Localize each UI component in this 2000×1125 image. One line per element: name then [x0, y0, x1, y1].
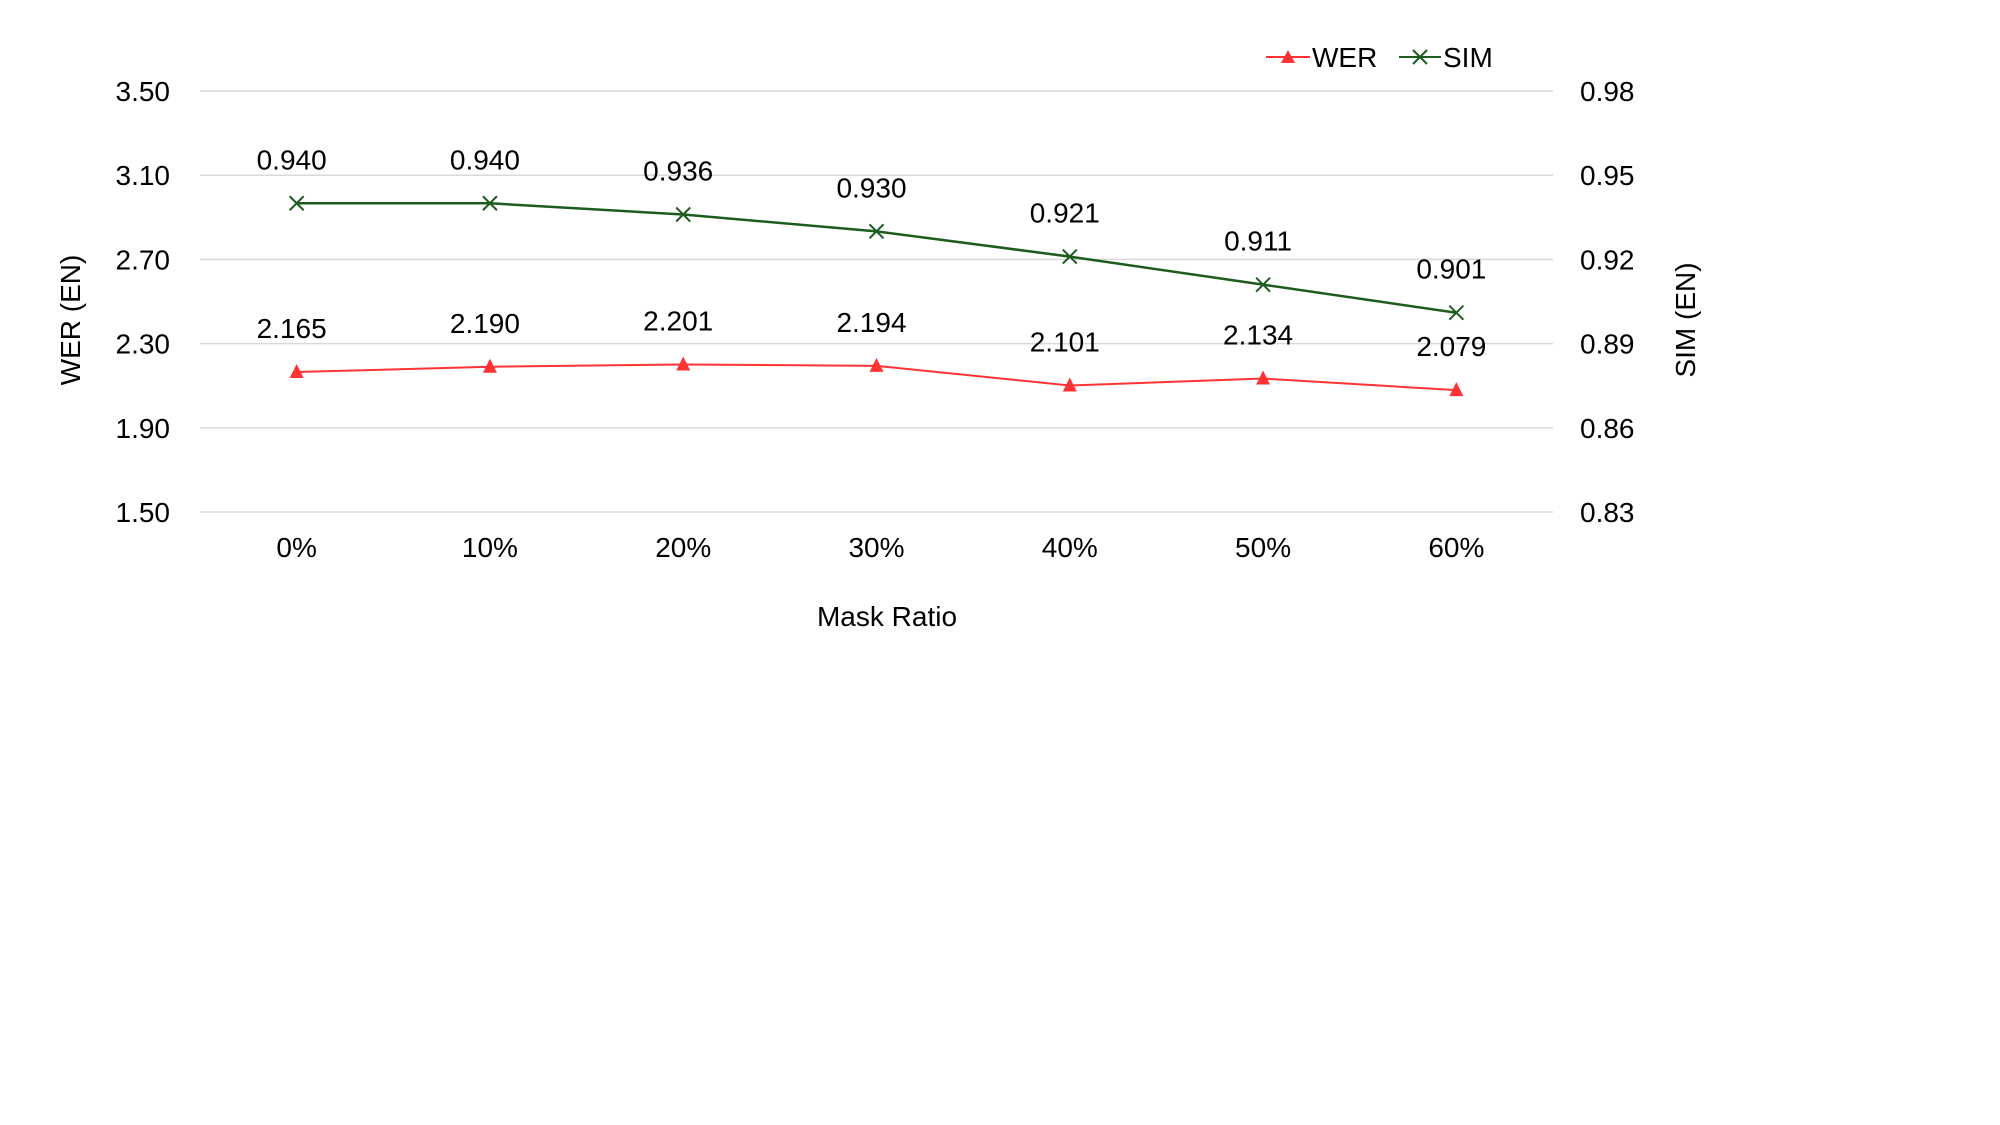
series-line-sim: [296, 202, 1457, 314]
x-tick-label: 50%: [1235, 532, 1291, 563]
legend-wer-label: WER: [1312, 42, 1377, 73]
sim-point: [1062, 248, 1078, 265]
sim-point: [288, 195, 305, 211]
sim-point: [1448, 305, 1465, 321]
right-axis-ticks: 0.98 0.95 0.92 0.89 0.86 0.83: [1580, 76, 1635, 528]
y-right-tick-label: 0.98: [1580, 76, 1635, 107]
sim-point: [482, 195, 498, 211]
data-label-wer: 2.165: [257, 313, 327, 344]
y-right-tick-label: 0.86: [1580, 413, 1635, 444]
data-label-sim: 0.911: [1224, 226, 1292, 257]
y-left-tick-label: 2.30: [116, 329, 171, 360]
x-tick-label: 60%: [1428, 532, 1484, 563]
wer-point: [676, 356, 691, 371]
gridlines: [200, 90, 1553, 513]
y-right-tick-label: 0.89: [1580, 329, 1635, 360]
data-label-sim: 0.901: [1416, 254, 1486, 285]
data-label-wer: 2.134: [1223, 320, 1293, 351]
y-right-tick-label: 0.92: [1580, 244, 1635, 275]
wer-point: [289, 364, 304, 379]
y-left-tick-label: 1.50: [116, 497, 171, 528]
left-axis-ticks: 3.50 3.10 2.70 2.30 1.90 1.50: [116, 76, 171, 528]
data-label-wer: 2.194: [836, 307, 906, 338]
legend-wer-marker: [1281, 50, 1295, 63]
data-label-sim: 0.936: [643, 155, 713, 186]
data-label-sim: 0.930: [836, 172, 906, 203]
y-axis-right-title: SIM (EN): [1670, 262, 1701, 377]
sim-point: [675, 206, 691, 223]
sim-point: [868, 223, 885, 240]
y-left-tick-label: 2.70: [116, 244, 171, 275]
data-label-wer: 2.101: [1030, 326, 1100, 357]
x-tick-label: 0%: [276, 532, 316, 563]
data-label-sim: 0.921: [1030, 198, 1100, 229]
data-label-wer: 2.190: [450, 308, 520, 339]
data-label-wer: 2.201: [643, 305, 713, 336]
x-axis-ticks: 0% 10% 20% 30% 40% 50% 60%: [276, 532, 1484, 563]
y-left-tick-label: 1.90: [116, 413, 171, 444]
data-label-wer: 2.079: [1416, 331, 1486, 362]
x-tick-label: 20%: [655, 532, 711, 563]
x-tick-label: 30%: [848, 532, 904, 563]
wer-point: [482, 358, 497, 373]
wer-point: [1062, 377, 1077, 392]
data-label-sim: 0.940: [450, 144, 520, 175]
legend-sim-label: SIM: [1443, 42, 1493, 73]
data-label-sim: 0.940: [257, 144, 327, 175]
legend-sim-marker: [1412, 49, 1428, 65]
y-right-tick-label: 0.95: [1580, 160, 1635, 191]
wer-point: [1256, 370, 1271, 385]
x-tick-label: 10%: [462, 532, 518, 563]
y-left-tick-label: 3.10: [116, 160, 171, 191]
x-tick-label: 40%: [1042, 532, 1098, 563]
y-right-tick-label: 0.83: [1580, 497, 1635, 528]
legend: WER SIM: [1266, 42, 1493, 73]
y-left-tick-label: 3.50: [116, 76, 171, 107]
x-axis-title: Mask Ratio: [817, 601, 957, 632]
series: [288, 195, 1465, 397]
wer-point: [869, 357, 884, 372]
y-axis-left-title: WER (EN): [55, 255, 86, 386]
sim-point: [1255, 276, 1271, 293]
data-labels: 2.165 2.190 2.201 2.194 2.101 2.134 2.079 0.940…: [257, 144, 1487, 362]
wer-point: [1449, 382, 1464, 397]
